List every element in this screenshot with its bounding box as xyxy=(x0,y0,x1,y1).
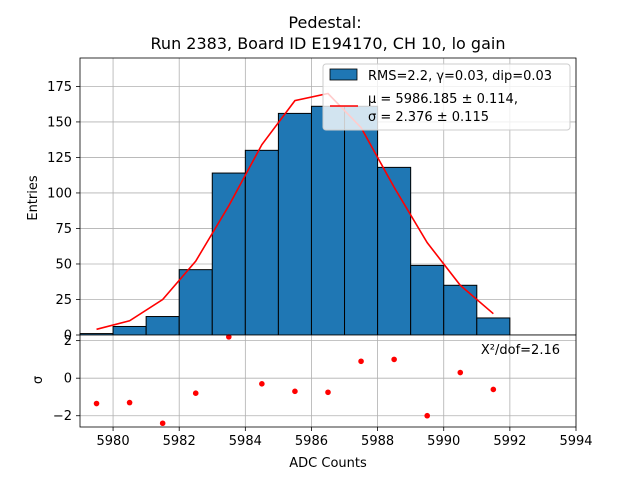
residual-plot-area xyxy=(80,335,576,427)
legend-fit-line2: σ = 2.376 ± 0.115 xyxy=(368,110,489,125)
histogram-y-tick-label-6: 150 xyxy=(47,115,72,130)
gaussian-fit-curve xyxy=(96,92,494,331)
histogram-y-tick-label-2: 50 xyxy=(55,257,72,272)
residual-point-7 xyxy=(325,389,331,396)
residual-point-11 xyxy=(457,369,464,376)
legend-box xyxy=(322,63,571,131)
chart-title-line1: Pedestal: xyxy=(288,13,361,32)
residual-point-6 xyxy=(292,388,298,395)
residual-y-ticks: −2 0 2 xyxy=(53,334,80,424)
legend-hist-swatch xyxy=(329,68,358,81)
histogram-bar-8 xyxy=(344,105,379,336)
histogram-bar-2 xyxy=(145,316,180,336)
residual-panel: −2 0 2 5980 5982 5984 5986 5988 5990 5992 5994 X²… xyxy=(31,334,593,471)
histogram-bar-5 xyxy=(244,149,279,336)
histogram-y-tick-label-3: 75 xyxy=(55,222,72,237)
gaussian-fit xyxy=(96,92,494,331)
histogram-y-axis-label: Entries xyxy=(26,175,41,221)
residual-point-8 xyxy=(358,358,364,365)
residual-y-tick-label-2: 2 xyxy=(64,334,72,349)
residual-point-4 xyxy=(226,334,232,340)
residual-frame xyxy=(79,334,577,428)
histogram-bar-1 xyxy=(112,325,147,336)
histogram-panel: 0 25 50 75 100 125 150 175 Entries RMS=2.2, γ=0… xyxy=(26,57,577,344)
residual-point-2 xyxy=(159,420,166,427)
residual-point-3 xyxy=(192,390,199,397)
histogram-bar-11 xyxy=(443,284,478,336)
histogram-y-tick-label-4: 100 xyxy=(47,186,72,201)
residual-point-0 xyxy=(93,400,100,407)
x-tick-label-4: 5988 xyxy=(361,434,394,449)
legend-fit-line1: μ = 5986.185 ± 0.114, xyxy=(368,92,518,107)
residual-point-12 xyxy=(490,386,497,393)
x-axis-label: ADC Counts xyxy=(289,456,367,471)
residual-x-ticks: 5980 5982 5984 5986 5988 5990 5992 5994 xyxy=(97,427,593,449)
x-tick-label-6: 5992 xyxy=(493,434,526,449)
residual-point-5 xyxy=(259,381,265,387)
histogram-bar-6 xyxy=(277,112,312,336)
residual-grid xyxy=(80,335,577,427)
histogram-bar-7 xyxy=(310,105,346,336)
histogram-y-tick-label-7: 175 xyxy=(47,80,72,95)
residual-points xyxy=(93,334,497,427)
chart-title-line2: Run 2383, Board ID E194170, CH 10, lo ga… xyxy=(151,34,506,53)
x-tick-label-7: 5994 xyxy=(559,434,592,449)
residual-y-axis-label: σ xyxy=(31,376,46,384)
histogram-y-ticks: 0 25 50 75 100 125 150 175 xyxy=(47,80,80,344)
residual-point-9 xyxy=(391,356,397,363)
x-tick-label-5: 5990 xyxy=(427,434,460,449)
x-tick-label-0: 5980 xyxy=(97,434,130,449)
histogram-bar-4 xyxy=(211,172,246,336)
x-tick-label-2: 5984 xyxy=(229,434,262,449)
histogram-bar-3 xyxy=(178,269,213,336)
residual-point-1 xyxy=(126,399,133,406)
histogram-bar-12 xyxy=(476,317,511,336)
legend: RMS=2.2, γ=0.03, dip=0.03 μ = 5986.185 ±… xyxy=(322,63,571,131)
x-tick-label-1: 5982 xyxy=(163,434,196,449)
residual-y-tick-label-1: 0 xyxy=(64,372,72,387)
histogram-bar-9 xyxy=(377,166,412,336)
x-tick-label-3: 5986 xyxy=(295,434,328,449)
residual-point-10 xyxy=(424,412,431,419)
histogram-y-tick-label-0: 0 xyxy=(64,329,72,344)
histogram-y-tick-label-5: 125 xyxy=(47,151,72,166)
histogram-bars xyxy=(79,105,511,336)
chi2-annotation: X²/dof=2.16 xyxy=(481,343,560,358)
histogram-y-tick-label-1: 25 xyxy=(55,293,72,308)
histogram-bar-10 xyxy=(410,264,445,336)
legend-hist-label: RMS=2.2, γ=0.03, dip=0.03 xyxy=(368,69,552,84)
residual-y-tick-label-0: −2 xyxy=(53,409,72,424)
